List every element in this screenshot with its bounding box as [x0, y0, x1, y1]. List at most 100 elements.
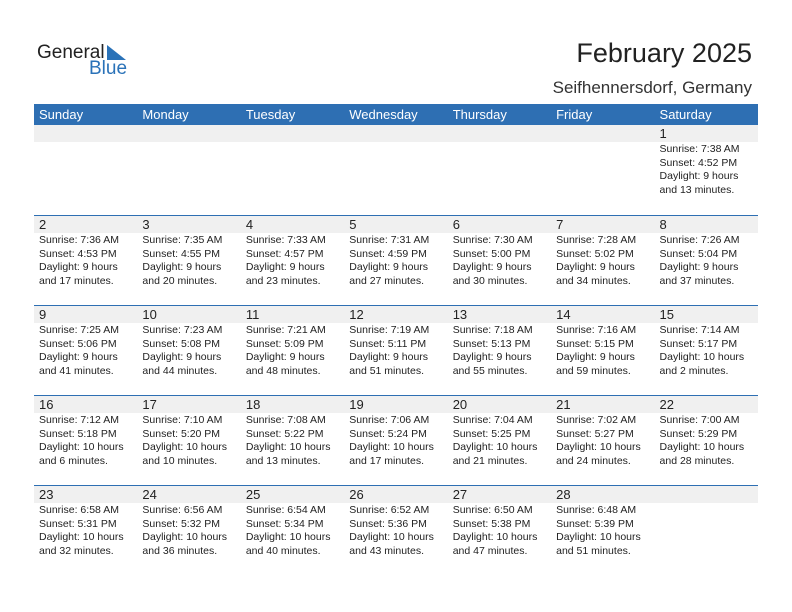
daylight2-text: and 34 minutes. — [556, 274, 631, 287]
sunrise-text: Sunrise: 7:35 AM — [142, 234, 223, 246]
date-band: 1 — [654, 125, 758, 142]
daylight2-text: and 27 minutes. — [349, 274, 424, 287]
daylight1-text: Daylight: 10 hours — [452, 531, 538, 543]
day-cell: 6 Sunrise: 7:30 AM Sunset: 5:00 PM Daylight… — [447, 216, 552, 305]
day-cell: 13 Sunrise: 7:18 AM Sunset: 5:13 PM Dayligh… — [447, 306, 552, 395]
weekday-friday: Friday — [556, 107, 593, 122]
sunset-text: Sunset: 5:39 PM — [556, 517, 634, 530]
date-band: 19 — [344, 396, 448, 413]
daylight2-text: and 48 minutes. — [245, 364, 321, 377]
page-title: February 2025 — [576, 38, 752, 68]
date-number: 15 — [659, 307, 674, 322]
sunset-text: Sunset: 5:27 PM — [556, 427, 634, 440]
sunrise-text: Sunrise: 7:02 AM — [556, 414, 637, 426]
date-number: 9 — [39, 307, 47, 322]
sunrise-text: Sunrise: 7:28 AM — [556, 234, 637, 246]
daylight2-text: and 36 minutes. — [142, 544, 218, 557]
daylight1-text: Daylight: 9 hours — [245, 351, 325, 363]
daylight1-text: Daylight: 10 hours — [452, 441, 538, 453]
day-cell: 8 Sunrise: 7:26 AM Sunset: 5:04 PM Daylight… — [654, 216, 758, 305]
date-number: 16 — [39, 397, 54, 412]
daylight2-text: and 13 minutes. — [659, 183, 735, 196]
daylight2-text: and 30 minutes. — [452, 274, 528, 287]
sunrise-text: Sunrise: 6:54 AM — [245, 504, 326, 516]
day-cell: 10 Sunrise: 7:23 AM Sunset: 5:08 PM Dayligh… — [137, 306, 241, 395]
date-number: 2 — [39, 217, 47, 232]
sunrise-text: Sunrise: 7:06 AM — [349, 414, 430, 426]
day-cell: 1 Sunrise: 7:38 AM Sunset: 4:52 PM Daylight… — [654, 125, 758, 215]
sunrise-text: Sunrise: 7:33 AM — [245, 234, 326, 246]
date-number: 3 — [142, 217, 150, 232]
date-number: 14 — [556, 307, 571, 322]
sunrise-text: Sunrise: 6:58 AM — [39, 504, 119, 516]
date-band: 9 — [34, 306, 138, 323]
date-band — [551, 125, 655, 142]
logo-text-general: General — [37, 42, 105, 63]
sunrise-text: Sunrise: 7:19 AM — [349, 324, 430, 336]
daylight1-text: Daylight: 9 hours — [39, 351, 118, 363]
date-band: 20 — [447, 396, 552, 413]
date-number: 25 — [245, 487, 261, 502]
daylight1-text: Daylight: 10 hours — [142, 441, 228, 453]
date-number: 18 — [245, 397, 261, 412]
date-band: 8 — [654, 216, 758, 233]
sunset-text: Sunset: 5:25 PM — [452, 427, 531, 440]
sunrise-text: Sunrise: 7:26 AM — [659, 234, 740, 246]
daylight1-text: Daylight: 9 hours — [659, 261, 739, 273]
daylight1-text: Daylight: 9 hours — [659, 170, 739, 182]
day-cell: 23 Sunrise: 6:58 AM Sunset: 5:31 PM Dayligh… — [34, 486, 138, 575]
daylight2-text: and 32 minutes. — [39, 544, 114, 557]
daylight1-text: Daylight: 9 hours — [142, 261, 222, 273]
sunset-text: Sunset: 5:24 PM — [349, 427, 427, 440]
day-cell: 20 Sunrise: 7:04 AM Sunset: 5:25 PM Dayligh… — [447, 396, 552, 485]
sunrise-text: Sunrise: 7:23 AM — [142, 324, 223, 336]
date-number: 10 — [142, 307, 157, 322]
weekday-thursday: Thursday — [452, 107, 507, 122]
day-cell: 2 Sunrise: 7:36 AM Sunset: 4:53 PM Daylight… — [34, 216, 138, 305]
sunrise-text: Sunrise: 7:16 AM — [556, 324, 637, 336]
day-cell: 14 Sunrise: 7:16 AM Sunset: 5:15 PM Dayligh… — [551, 306, 655, 395]
date-band: 6 — [447, 216, 552, 233]
day-cell: 16 Sunrise: 7:12 AM Sunset: 5:18 PM Dayligh… — [34, 396, 138, 485]
date-number: 13 — [452, 307, 468, 322]
sunrise-text: Sunrise: 7:08 AM — [245, 414, 326, 426]
day-cell: 27 Sunrise: 6:50 AM Sunset: 5:38 PM Dayligh… — [447, 486, 552, 575]
sunset-text: Sunset: 5:11 PM — [349, 337, 427, 350]
daylight1-text: Daylight: 9 hours — [142, 351, 222, 363]
weekday-monday: Monday — [142, 107, 189, 122]
sunrise-text: Sunrise: 7:00 AM — [659, 414, 740, 426]
date-band: 21 — [551, 396, 655, 413]
day-cell: 3 Sunrise: 7:35 AM Sunset: 4:55 PM Daylight… — [137, 216, 241, 305]
sunrise-text: Sunrise: 7:12 AM — [39, 414, 119, 426]
daylight1-text: Daylight: 9 hours — [349, 261, 429, 273]
day-cell: 5 Sunrise: 7:31 AM Sunset: 4:59 PM Daylight… — [344, 216, 448, 305]
daylight2-text: and 23 minutes. — [245, 274, 321, 287]
daylight2-text: and 41 minutes. — [39, 364, 114, 377]
date-band — [34, 125, 138, 142]
calendar-grid: Sunday Monday Tuesday Wednesday Thursday Frid… — [34, 104, 758, 575]
sunrise-text: Sunrise: 7:31 AM — [349, 234, 430, 246]
location: Seifhennersdorf, Germany — [552, 78, 752, 97]
daylight1-text: Daylight: 10 hours — [245, 441, 331, 453]
sunrise-text: Sunrise: 7:25 AM — [39, 324, 119, 336]
date-band: 17 — [137, 396, 241, 413]
sunrise-text: Sunrise: 7:04 AM — [452, 414, 533, 426]
sunrise-text: Sunrise: 7:36 AM — [39, 234, 119, 246]
daylight1-text: Daylight: 10 hours — [245, 531, 331, 543]
daylight2-text: and 47 minutes. — [452, 544, 528, 557]
date-number: 17 — [142, 397, 157, 412]
sunset-text: Sunset: 5:38 PM — [452, 517, 531, 530]
empty-cell — [137, 125, 241, 215]
date-number: 24 — [142, 487, 157, 502]
daylight2-text: and 51 minutes. — [556, 544, 631, 557]
sunrise-text: Sunrise: 7:30 AM — [452, 234, 533, 246]
weekday-wednesday: Wednesday — [349, 107, 418, 122]
date-number: 12 — [349, 307, 364, 322]
daylight2-text: and 44 minutes. — [142, 364, 218, 377]
day-cell: 4 Sunrise: 7:33 AM Sunset: 4:57 PM Daylight… — [240, 216, 345, 305]
sunset-text: Sunset: 5:06 PM — [39, 337, 117, 350]
daylight2-text: and 28 minutes. — [659, 454, 735, 467]
day-cell: 26 Sunrise: 6:52 AM Sunset: 5:36 PM Dayligh… — [344, 486, 448, 575]
date-band — [447, 125, 552, 142]
date-number: 26 — [349, 487, 364, 502]
